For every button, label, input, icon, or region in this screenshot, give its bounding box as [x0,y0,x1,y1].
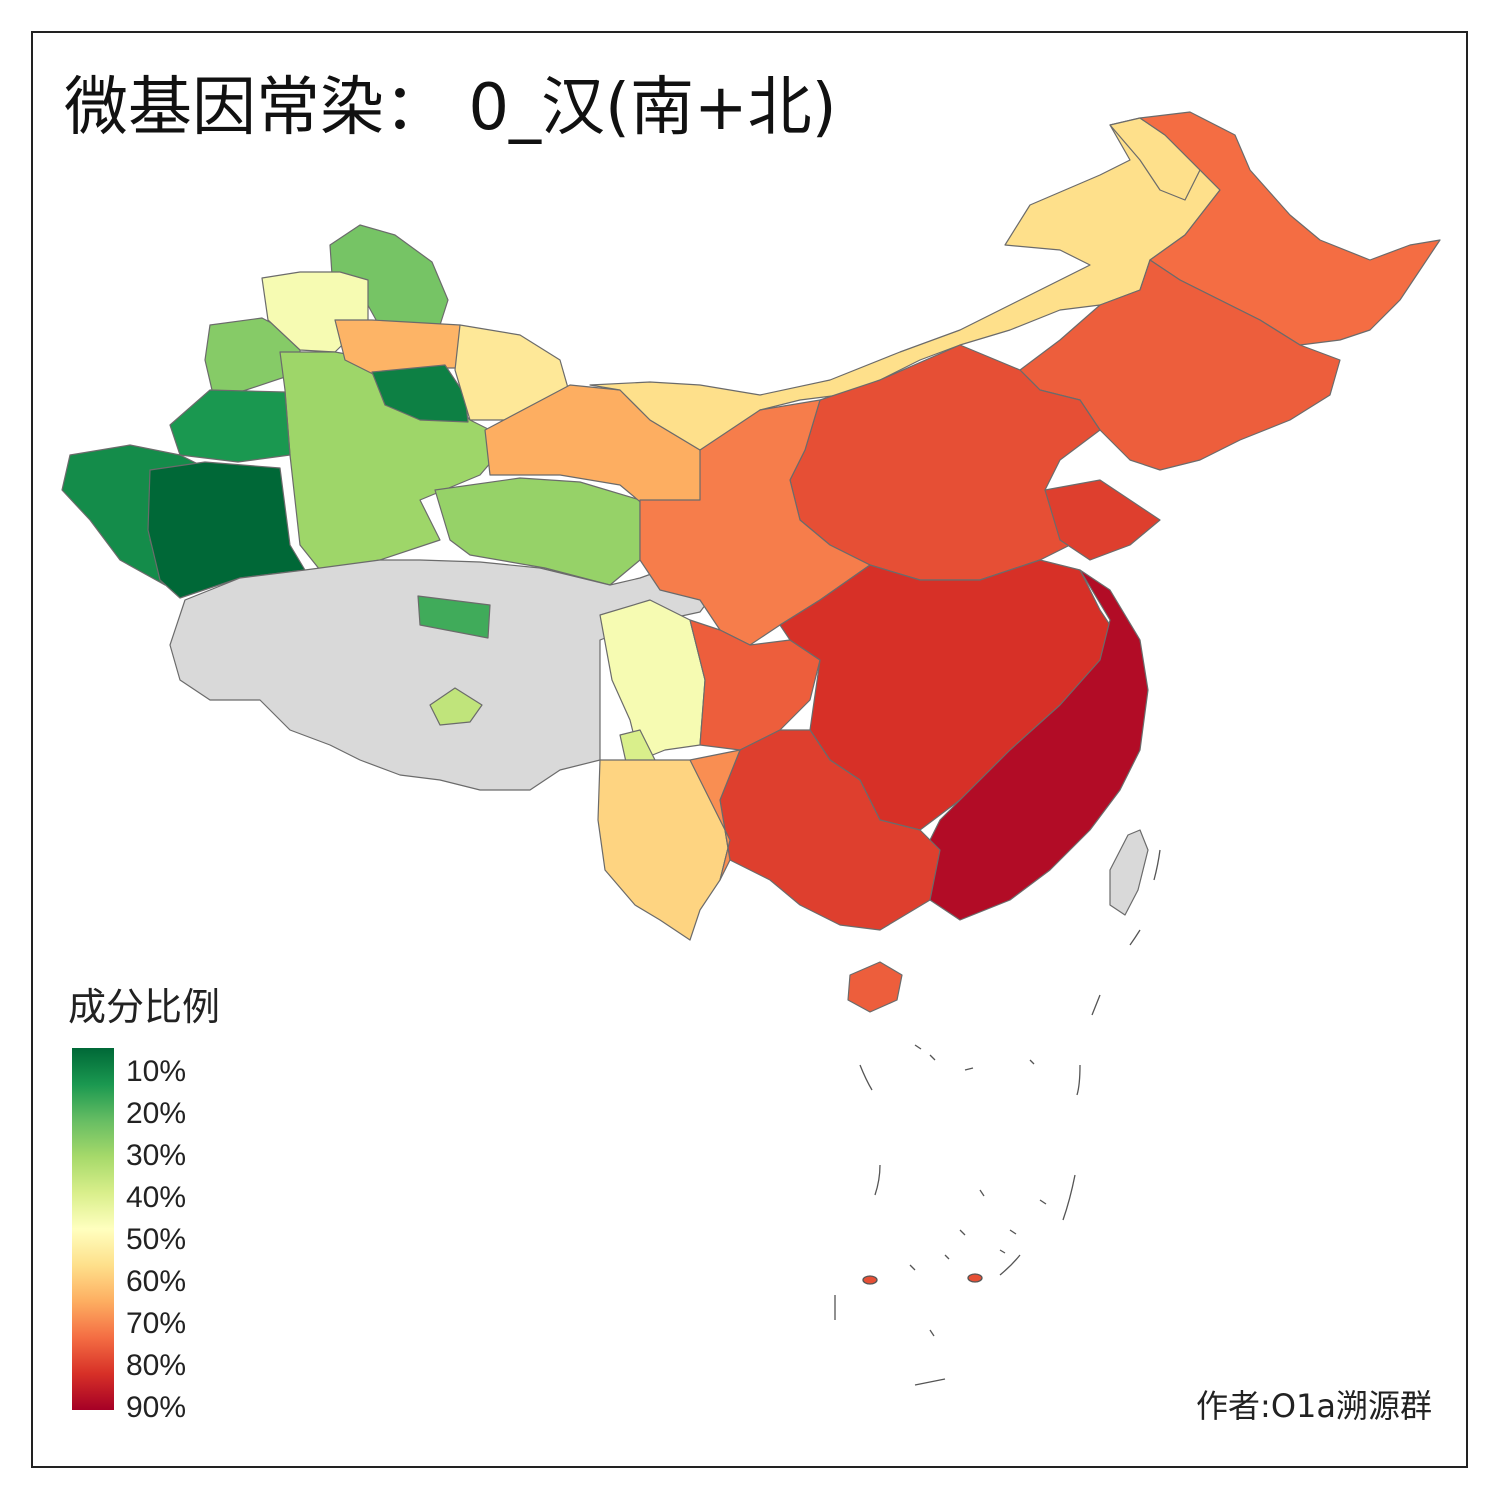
island-spot [967,1273,983,1283]
region-sichuan-chongqing [689,619,821,751]
island-outline [1009,1229,1017,1235]
legend-tick-80: 80% [126,1349,187,1382]
region-hainan [847,961,903,1013]
legend-tick-50: 50% [126,1223,187,1256]
legend-tick-90: 90% [126,1391,187,1424]
island-outline [979,1189,985,1197]
region-guizhou [689,749,741,881]
island-outline [1129,929,1141,946]
region-qinghai-south [417,595,491,639]
region-taiwan [1109,829,1149,916]
island-outline [944,1254,950,1260]
legend-colorbar [72,1048,114,1410]
island-outline [874,1164,881,1196]
island-outline [909,1264,916,1271]
author-credit: 作者:O1a溯源群 [1196,1387,1432,1425]
region-jilin-liaoning [1019,259,1341,471]
island-outline [1076,1064,1081,1096]
region-xinjiang-turpan [371,364,469,423]
region-xinjiang-bayingolin [434,477,641,586]
legend-title: 成分比例 [68,985,221,1029]
island-outline [1153,849,1161,881]
island-outline [1029,1059,1035,1065]
region-guangxi-guangdong [719,729,941,931]
legend-tick-70: 70% [126,1307,187,1340]
region-xinjiang-north [204,317,301,393]
island-spot [862,1275,878,1285]
island-outline [914,1378,946,1386]
legend-tick-10: 10% [126,1055,187,1088]
region-southeast-coast [919,569,1149,921]
region-sichuan-west [599,599,706,761]
island-outline [929,1329,935,1337]
island-outline [859,1064,873,1091]
legend-tick-30: 30% [126,1139,187,1172]
island-outline [964,1067,974,1071]
region-heilongjiang [1139,111,1441,346]
island-outline [959,1229,966,1236]
south-china-sea-islands [834,849,1161,1386]
island-outline [1091,994,1101,1016]
island-outline [999,1254,1021,1276]
island-outline [1039,1199,1047,1205]
region-xinjiang-aksu [169,389,291,463]
map-title: 微基因常染： 0_汉(南+北) [64,71,837,145]
island-outline [1062,1174,1076,1221]
region-shandong [1044,479,1161,561]
legend-tick-40: 40% [126,1181,187,1214]
legend-tick-20: 20% [126,1097,187,1130]
island-outline [999,1249,1006,1254]
legend-tick-60: 60% [126,1265,187,1298]
region-tibet [169,559,721,791]
island-outline [914,1044,922,1050]
region-tibet-nagqu-spot [429,687,483,726]
island-outline [929,1054,936,1061]
map-frame [31,31,1468,1468]
